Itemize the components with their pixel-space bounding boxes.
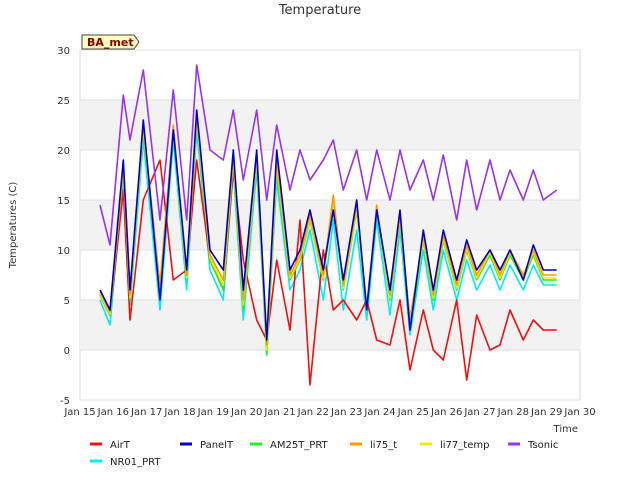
legend-entry: AM25T_PRT (270, 440, 329, 451)
x-tick-label: Jan 18 (163, 407, 195, 418)
y-tick-label: 10 (57, 246, 70, 257)
y-tick-label: 0 (64, 346, 70, 357)
legend: AirT PanelT AM25T_PRT li75_t li77_temp Tsonic… (90, 440, 558, 468)
x-tick-label: Jan 25 (397, 407, 429, 418)
x-tick-label: Jan 26 (430, 407, 462, 418)
background-band (80, 300, 580, 350)
background-bands (80, 100, 580, 350)
x-tick-label: Jan 15 (63, 407, 95, 418)
x-tick-labels: Jan 15 Jan 16 Jan 17 Jan 18 Jan 19 Jan 20 Jan … (63, 407, 595, 418)
y-tick-label: 25 (57, 96, 70, 107)
x-tick-label: Jan 24 (363, 407, 395, 418)
y-tick-labels: -5 0 5 10 15 20 25 30 (57, 46, 70, 407)
series-line-airt (99, 159, 557, 386)
legend-entry: AirT (110, 440, 131, 451)
x-tick-label: Jan 23 (330, 407, 362, 418)
legend-entry: Tsonic (527, 440, 558, 451)
y-tick-label: -5 (60, 396, 70, 407)
series-layer (99, 64, 558, 386)
x-tick-label: Jan 27 (463, 407, 495, 418)
legend-entry: li75_t (370, 440, 397, 451)
chart-title: Temperature (278, 3, 361, 18)
x-tick-label: Jan 16 (97, 407, 129, 418)
site-badge-label: BA_met (87, 36, 134, 49)
x-axis-title: Time (553, 424, 578, 435)
series-line-tsonic (99, 64, 558, 246)
y-tick-label: 20 (57, 146, 70, 157)
x-tick-label: Jan 22 (297, 407, 329, 418)
x-tick-label: Jan 20 (230, 407, 262, 418)
x-tick-label: Jan 17 (130, 407, 162, 418)
series-line-nr01-prt (99, 129, 557, 356)
y-tick-label: 5 (64, 296, 70, 307)
x-tick-label: Jan 19 (197, 407, 229, 418)
legend-entry: NR01_PRT (110, 457, 161, 468)
background-band (80, 100, 580, 150)
y-tick-label: 30 (57, 46, 70, 57)
x-tick-label: Jan 30 (563, 407, 595, 418)
x-tick-label: Jan 21 (263, 407, 295, 418)
site-badge: BA_met (81, 34, 140, 50)
y-tick-label: 15 (57, 196, 70, 207)
legend-entry: PanelT (200, 440, 234, 451)
x-tick-label: Jan 29 (530, 407, 562, 418)
x-tick-label: Jan 28 (497, 407, 529, 418)
y-axis-title: Temperatures (C) (8, 182, 19, 270)
series-line-panelt (99, 109, 557, 341)
legend-entry: li77_temp (440, 440, 489, 451)
